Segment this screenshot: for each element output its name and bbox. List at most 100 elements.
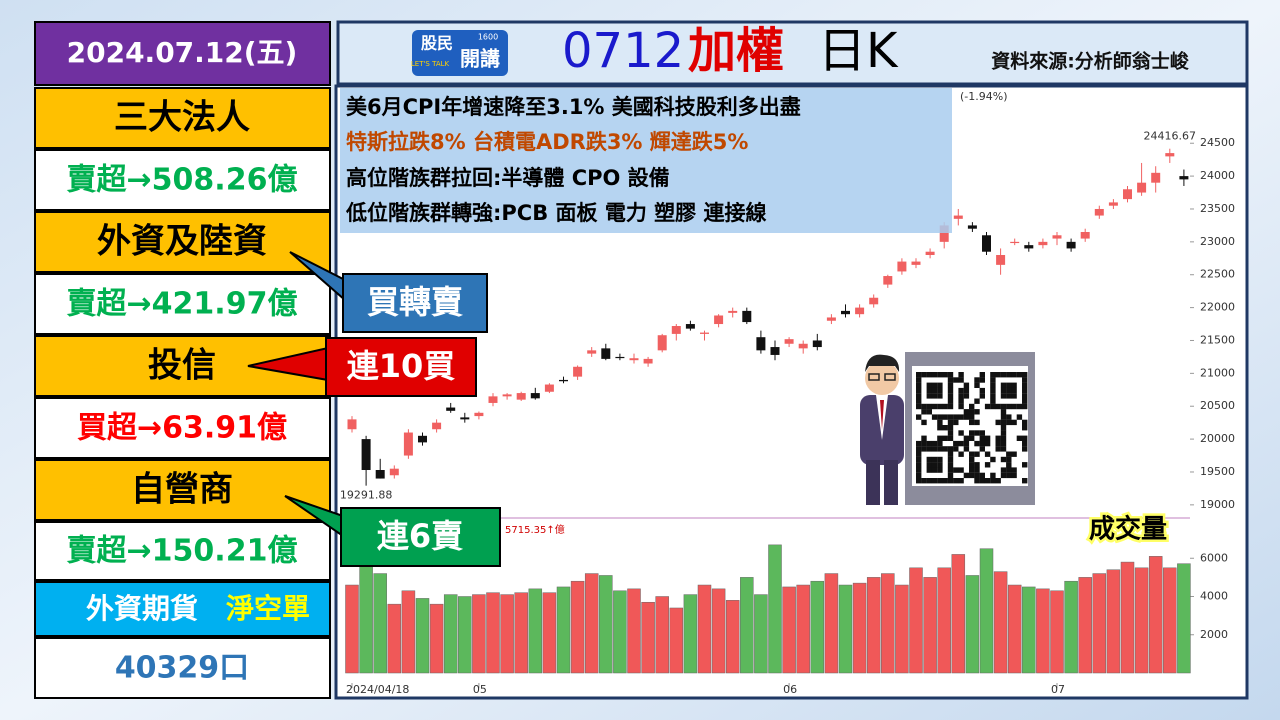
high-label: 24416.67: [1144, 130, 1197, 143]
qr-cell: [947, 403, 954, 410]
qr-cell: [963, 387, 970, 394]
qr-cell: [926, 467, 932, 473]
futures-label-highlight: 淨空單: [226, 592, 310, 625]
x-tick-label: 2024/04/18: [346, 683, 409, 696]
y-tick-label: 19500: [1200, 465, 1235, 478]
qr-cell: [921, 409, 927, 415]
qr-cell: [921, 419, 927, 426]
qr-cell: [974, 382, 980, 388]
qr-cell: [1022, 393, 1028, 399]
candle-body: [643, 358, 653, 364]
callout: [340, 507, 501, 567]
qr-cell: [947, 472, 954, 479]
volume-bar: [1007, 584, 1022, 674]
logo-text: 1600: [478, 33, 498, 42]
qr-cell: [926, 462, 932, 468]
qr-cell: [947, 446, 954, 452]
candle-body: [488, 396, 498, 403]
qr-cell: [942, 414, 948, 420]
date-box: [34, 21, 331, 86]
side-value: 賣超→150.21億: [67, 534, 298, 569]
qr-cell: [947, 462, 954, 468]
qr-cell: [979, 435, 985, 441]
qr-cell: [1006, 467, 1012, 473]
candle-body: [615, 356, 625, 359]
volume-bar: [768, 544, 782, 674]
volume-bar: [866, 577, 881, 674]
qr-cell: [947, 372, 954, 378]
qr-cell: [958, 377, 964, 383]
side-label: 三大法人: [114, 98, 250, 138]
qr-cell: [926, 372, 932, 378]
volume-bar: [556, 586, 571, 674]
volume-bar: [824, 573, 839, 674]
volume-bar: [683, 594, 698, 674]
qr-cell: [1000, 425, 1007, 431]
qr-cell: [947, 430, 954, 436]
qr-cell: [916, 393, 922, 399]
qr-cell: [995, 440, 1001, 447]
candle-body: [925, 251, 935, 256]
candle-body: [897, 261, 907, 272]
volume-bar: [1106, 569, 1121, 674]
futures-label: 外資期貨: [86, 592, 198, 625]
candle-body: [601, 348, 611, 359]
qr-cell: [1022, 403, 1028, 410]
qr-cell: [1011, 472, 1017, 479]
qr-cell: [1016, 403, 1023, 410]
qr-cell: [1006, 451, 1012, 457]
side-value: 買超→63.91億: [77, 411, 287, 446]
qr-cell: [990, 393, 996, 399]
qr-cell: [926, 456, 932, 463]
volume-bar: [725, 600, 740, 674]
qr-cell: [1022, 478, 1028, 484]
candle-body: [573, 366, 583, 377]
qr-cell: [1006, 387, 1012, 394]
volume-bar: [838, 584, 853, 674]
volume-bar: [993, 571, 1008, 674]
qr-cell: [1011, 387, 1017, 394]
qr-cell: [947, 456, 954, 463]
volume-bar: [1022, 586, 1036, 674]
candle-body: [1137, 182, 1147, 193]
volume-bar: [697, 584, 712, 674]
futures-value: 40329口: [115, 651, 249, 686]
qr-cell: [995, 478, 1001, 484]
qr-cell: [958, 451, 964, 457]
qr-cell: [979, 387, 985, 394]
qr-cell: [1011, 467, 1017, 473]
volume-bar: [345, 584, 359, 674]
qr-cell: [931, 456, 938, 463]
candle-body: [1179, 176, 1189, 180]
candle-body: [502, 394, 512, 397]
qr-cell: [1000, 472, 1007, 479]
qr-cell: [953, 377, 959, 383]
qr-cell: [963, 393, 970, 399]
qr-cell: [1022, 387, 1028, 394]
qr-cell: [979, 440, 985, 447]
qr-cell: [931, 440, 938, 447]
volume-bar: [429, 603, 444, 674]
qr-cell: [1011, 451, 1017, 457]
qr-cell: [1000, 440, 1007, 447]
qr-cell: [969, 472, 975, 479]
qr-cell: [969, 451, 975, 457]
logo: [412, 30, 508, 76]
futures-value-box: [34, 637, 331, 699]
qr-cell: [942, 425, 948, 431]
side-value: 賣超→421.97億: [67, 287, 298, 322]
qr-cell: [937, 403, 943, 410]
qr-cell: [990, 403, 996, 410]
volume-bar: [570, 580, 585, 674]
qr-cell: [958, 398, 964, 404]
qr-cell: [937, 456, 943, 463]
qr-cell: [1006, 382, 1012, 388]
candle-body: [883, 276, 893, 285]
qr-cell: [931, 446, 938, 452]
futures-box: [34, 581, 331, 637]
qr-cell: [942, 446, 948, 452]
qr-cell: [969, 462, 975, 468]
volume-bar: [852, 582, 867, 674]
volume-bar: [881, 573, 895, 674]
